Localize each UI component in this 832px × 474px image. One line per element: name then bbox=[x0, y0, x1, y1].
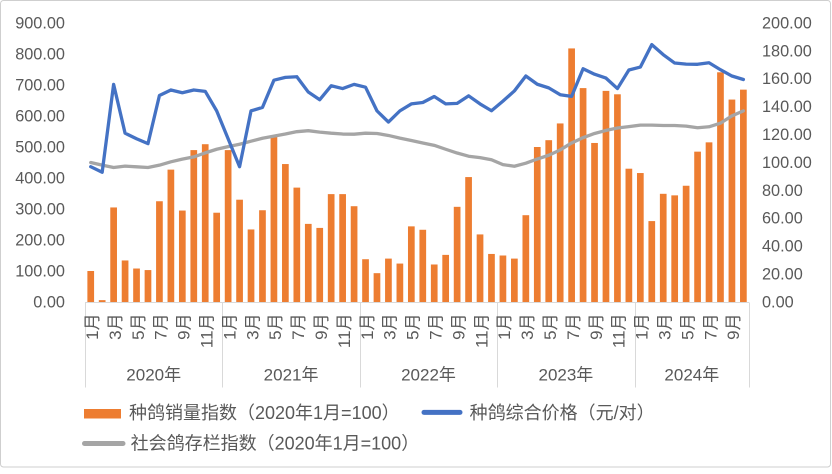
svg-text:900.00: 900.00 bbox=[15, 14, 65, 32]
svg-text:11月: 11月 bbox=[335, 313, 354, 348]
svg-text:0.00: 0.00 bbox=[33, 293, 65, 311]
svg-text:9月: 9月 bbox=[175, 313, 194, 339]
svg-text:3月: 3月 bbox=[381, 313, 400, 339]
svg-text:11月: 11月 bbox=[198, 313, 217, 348]
svg-text:3月: 3月 bbox=[243, 313, 262, 339]
svg-text:9月: 9月 bbox=[449, 313, 468, 339]
svg-text:3月: 3月 bbox=[518, 313, 537, 339]
svg-text:700.00: 700.00 bbox=[15, 76, 65, 94]
svg-text:300.00: 300.00 bbox=[15, 200, 65, 218]
svg-text:1月: 1月 bbox=[633, 313, 652, 339]
svg-text:2024年: 2024年 bbox=[664, 366, 719, 385]
svg-text:5月: 5月 bbox=[678, 313, 697, 339]
svg-text:3月: 3月 bbox=[656, 313, 675, 339]
svg-text:800.00: 800.00 bbox=[15, 45, 65, 63]
svg-text:100.00: 100.00 bbox=[15, 262, 65, 280]
svg-text:20.00: 20.00 bbox=[762, 265, 803, 283]
svg-text:9月: 9月 bbox=[587, 313, 606, 339]
svg-text:5月: 5月 bbox=[266, 313, 285, 339]
svg-text:200.00: 200.00 bbox=[15, 231, 65, 249]
svg-text:7月: 7月 bbox=[289, 313, 308, 339]
svg-text:500.00: 500.00 bbox=[15, 138, 65, 156]
svg-text:60.00: 60.00 bbox=[762, 210, 803, 228]
svg-text:11月: 11月 bbox=[610, 313, 629, 348]
svg-text:5月: 5月 bbox=[541, 313, 560, 339]
svg-text:40.00: 40.00 bbox=[762, 238, 803, 256]
svg-text:2020年: 2020年 bbox=[126, 366, 181, 385]
svg-text:200.00: 200.00 bbox=[762, 14, 812, 32]
svg-text:400.00: 400.00 bbox=[15, 169, 65, 187]
svg-text:9月: 9月 bbox=[312, 313, 331, 339]
svg-text:100.00: 100.00 bbox=[762, 154, 812, 172]
svg-text:社会鸽存栏指数（2020年1月=100）: 社会鸽存栏指数（2020年1月=100） bbox=[131, 433, 420, 453]
svg-text:160.00: 160.00 bbox=[762, 70, 812, 88]
svg-text:120.00: 120.00 bbox=[762, 126, 812, 144]
svg-text:1月: 1月 bbox=[83, 313, 102, 339]
svg-text:1月: 1月 bbox=[495, 313, 514, 339]
svg-text:2021年: 2021年 bbox=[264, 366, 319, 385]
svg-text:种鸽销量指数（2020年1月=100）: 种鸽销量指数（2020年1月=100） bbox=[129, 403, 400, 423]
svg-text:1月: 1月 bbox=[358, 313, 377, 339]
svg-text:180.00: 180.00 bbox=[762, 42, 812, 60]
svg-text:9月: 9月 bbox=[724, 313, 743, 339]
svg-text:7月: 7月 bbox=[427, 313, 446, 339]
svg-text:7月: 7月 bbox=[152, 313, 171, 339]
svg-text:600.00: 600.00 bbox=[15, 107, 65, 125]
svg-text:2022年: 2022年 bbox=[401, 366, 456, 385]
svg-text:0.00: 0.00 bbox=[762, 293, 794, 311]
svg-text:11月: 11月 bbox=[472, 313, 491, 348]
svg-text:80.00: 80.00 bbox=[762, 182, 803, 200]
svg-text:3月: 3月 bbox=[106, 313, 125, 339]
svg-text:5月: 5月 bbox=[404, 313, 423, 339]
svg-text:7月: 7月 bbox=[564, 313, 583, 339]
svg-text:140.00: 140.00 bbox=[762, 98, 812, 116]
svg-text:7月: 7月 bbox=[701, 313, 720, 339]
svg-text:5月: 5月 bbox=[129, 313, 148, 339]
svg-text:2023年: 2023年 bbox=[538, 366, 593, 385]
svg-text:1月: 1月 bbox=[220, 313, 239, 339]
svg-text:种鸽综合价格（元/对）: 种鸽综合价格（元/对） bbox=[470, 403, 655, 423]
